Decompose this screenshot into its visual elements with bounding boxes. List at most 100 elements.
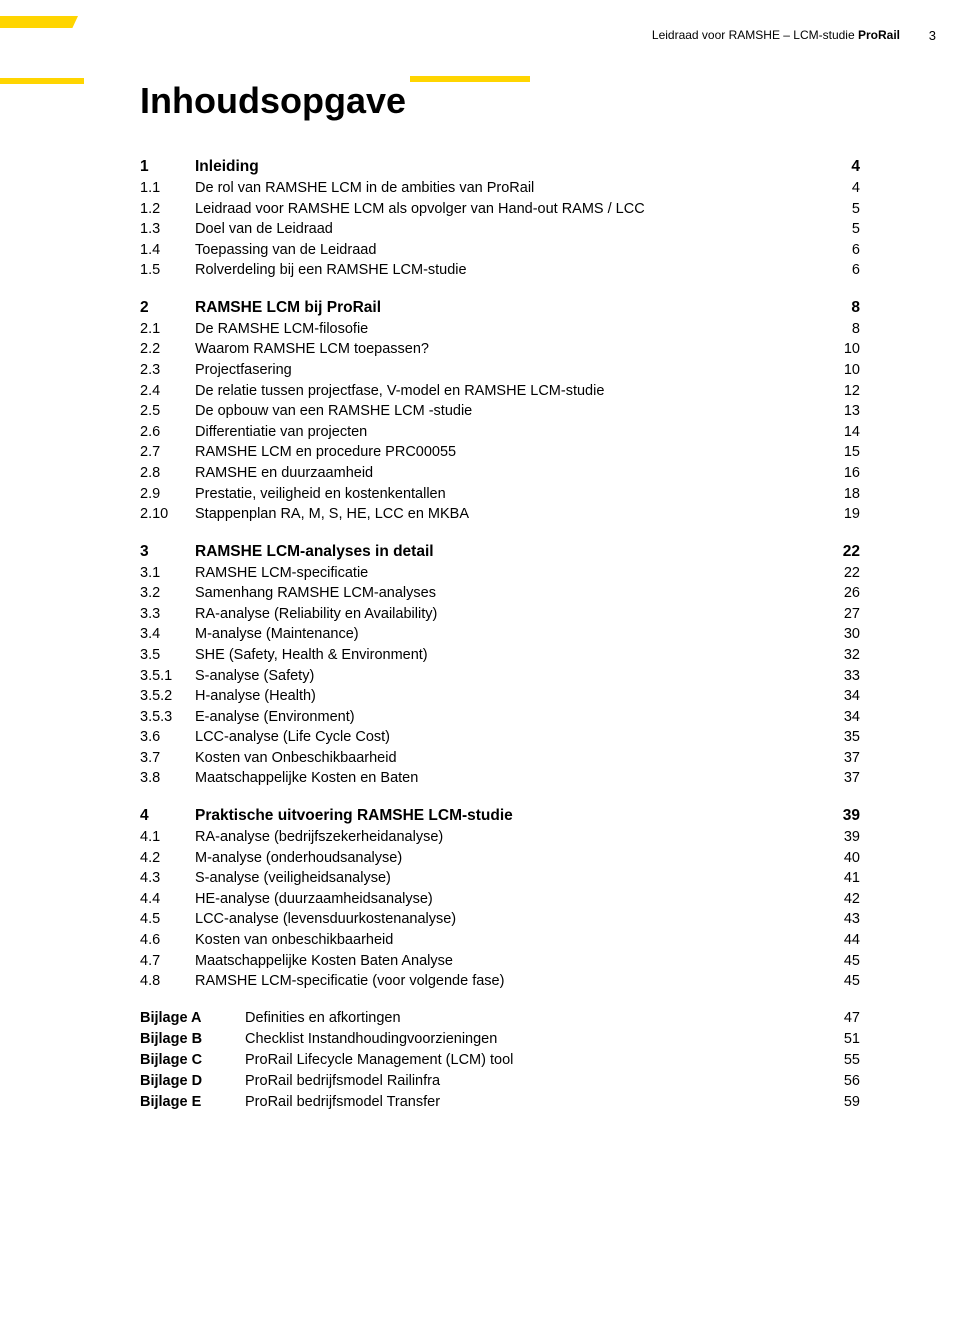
toc-entry[interactable]: 2.9Prestatie, veiligheid en kostenkental… bbox=[140, 484, 860, 505]
toc-page: 4 bbox=[820, 156, 860, 178]
toc-appendix-num: Bijlage E bbox=[140, 1092, 245, 1113]
toc-page: 39 bbox=[820, 805, 860, 827]
toc-entry[interactable]: 4.7Maatschappelijke Kosten Baten Analyse… bbox=[140, 951, 860, 972]
toc-page: 35 bbox=[820, 727, 860, 748]
toc-entry[interactable]: 2.10Stappenplan RA, M, S, HE, LCC en MKB… bbox=[140, 504, 860, 525]
toc-label: Kosten van Onbeschikbaarheid bbox=[195, 748, 820, 769]
toc-label: M-analyse (onderhoudsanalyse) bbox=[195, 848, 820, 869]
toc-entry[interactable]: 2.7RAMSHE LCM en procedure PRC0005515 bbox=[140, 442, 860, 463]
toc-label: S-analyse (veiligheidsanalyse) bbox=[195, 868, 820, 889]
toc-label: RA-analyse (Reliability en Availability) bbox=[195, 604, 820, 625]
toc-entry[interactable]: 2.4De relatie tussen projectfase, V-mode… bbox=[140, 381, 860, 402]
toc-page: 45 bbox=[820, 951, 860, 972]
toc-entry[interactable]: 1.2Leidraad voor RAMSHE LCM als opvolger… bbox=[140, 199, 860, 220]
toc-num: 3.4 bbox=[140, 624, 195, 645]
toc-page: 22 bbox=[820, 541, 860, 563]
toc-page: 37 bbox=[820, 768, 860, 789]
toc-label: RAMSHE LCM-analyses in detail bbox=[195, 541, 820, 563]
toc-num: 3.8 bbox=[140, 768, 195, 789]
toc-num: 2.3 bbox=[140, 360, 195, 381]
toc-page: 5 bbox=[820, 219, 860, 240]
toc-entry[interactable]: 3.4M-analyse (Maintenance)30 bbox=[140, 624, 860, 645]
toc-appendix-entry[interactable]: Bijlage CProRail Lifecycle Management (L… bbox=[140, 1050, 860, 1071]
toc-entry[interactable]: 3.5.1S-analyse (Safety)33 bbox=[140, 666, 860, 687]
toc-label: Differentiatie van projecten bbox=[195, 422, 820, 443]
toc-entry[interactable]: 4.2M-analyse (onderhoudsanalyse)40 bbox=[140, 848, 860, 869]
toc-entry[interactable]: 1.4Toepassing van de Leidraad6 bbox=[140, 240, 860, 261]
toc-appendix-entry[interactable]: Bijlage DProRail bedrijfsmodel Railinfra… bbox=[140, 1071, 860, 1092]
toc-entry[interactable]: 1.1De rol van RAMSHE LCM in de ambities … bbox=[140, 178, 860, 199]
toc-entry[interactable]: 3.5SHE (Safety, Health & Environment)32 bbox=[140, 645, 860, 666]
toc-entry[interactable]: 4.1RA-analyse (bedrijfszekerheidanalyse)… bbox=[140, 827, 860, 848]
toc-label: HE-analyse (duurzaamheidsanalyse) bbox=[195, 889, 820, 910]
toc-entry[interactable]: 3.3RA-analyse (Reliability en Availabili… bbox=[140, 604, 860, 625]
toc-num: 3.5 bbox=[140, 645, 195, 666]
toc-section-heading[interactable]: 2RAMSHE LCM bij ProRail8 bbox=[140, 297, 860, 319]
toc-entry[interactable]: 4.8RAMSHE LCM-specificatie (voor volgend… bbox=[140, 971, 860, 992]
side-accent bbox=[0, 78, 84, 84]
toc-label: Kosten van onbeschikbaarheid bbox=[195, 930, 820, 951]
toc-entry[interactable]: 4.6Kosten van onbeschikbaarheid44 bbox=[140, 930, 860, 951]
toc-section-heading[interactable]: 4Praktische uitvoering RAMSHE LCM-studie… bbox=[140, 805, 860, 827]
toc-label: LCC-analyse (Life Cycle Cost) bbox=[195, 727, 820, 748]
toc-label: Praktische uitvoering RAMSHE LCM-studie bbox=[195, 805, 820, 827]
toc-entry[interactable]: 3.1RAMSHE LCM-specificatie22 bbox=[140, 563, 860, 584]
toc-entry[interactable]: 1.3Doel van de Leidraad5 bbox=[140, 219, 860, 240]
toc-entry[interactable]: 2.6Differentiatie van projecten14 bbox=[140, 422, 860, 443]
document-page: Leidraad voor RAMSHE – LCM-studie ProRai… bbox=[0, 0, 960, 1342]
toc-page: 59 bbox=[820, 1092, 860, 1113]
toc-label: Maatschappelijke Kosten Baten Analyse bbox=[195, 951, 820, 972]
toc-entry[interactable]: 4.3S-analyse (veiligheidsanalyse)41 bbox=[140, 868, 860, 889]
toc-num: 2.6 bbox=[140, 422, 195, 443]
toc-page: 37 bbox=[820, 748, 860, 769]
toc-num: 2.9 bbox=[140, 484, 195, 505]
toc-label: RAMSHE LCM en procedure PRC00055 bbox=[195, 442, 820, 463]
toc-entry[interactable]: 3.2Samenhang RAMSHE LCM-analyses26 bbox=[140, 583, 860, 604]
toc-section-heading[interactable]: 1Inleiding4 bbox=[140, 156, 860, 178]
toc-appendix-label: ProRail bedrijfsmodel Transfer bbox=[245, 1092, 820, 1113]
toc-page: 8 bbox=[820, 319, 860, 340]
toc-entry[interactable]: 3.7Kosten van Onbeschikbaarheid37 bbox=[140, 748, 860, 769]
toc-section: 3RAMSHE LCM-analyses in detail223.1RAMSH… bbox=[140, 541, 860, 789]
toc-entry[interactable]: 3.8Maatschappelijke Kosten en Baten37 bbox=[140, 768, 860, 789]
toc-section-heading[interactable]: 3RAMSHE LCM-analyses in detail22 bbox=[140, 541, 860, 563]
toc-label: De relatie tussen projectfase, V-model e… bbox=[195, 381, 820, 402]
toc-appendix-entry[interactable]: Bijlage EProRail bedrijfsmodel Transfer5… bbox=[140, 1092, 860, 1113]
toc-entry[interactable]: 3.5.3E-analyse (Environment)34 bbox=[140, 707, 860, 728]
toc-entry[interactable]: 2.1De RAMSHE LCM-filosofie8 bbox=[140, 319, 860, 340]
toc-entry[interactable]: 2.5De opbouw van een RAMSHE LCM -studie1… bbox=[140, 401, 860, 422]
toc-num: 1.2 bbox=[140, 199, 195, 220]
toc-entry[interactable]: 2.2Waarom RAMSHE LCM toepassen?10 bbox=[140, 339, 860, 360]
toc-label: Samenhang RAMSHE LCM-analyses bbox=[195, 583, 820, 604]
toc-entry[interactable]: 4.4HE-analyse (duurzaamheidsanalyse)42 bbox=[140, 889, 860, 910]
toc-entry[interactable]: 3.5.2H-analyse (Health)34 bbox=[140, 686, 860, 707]
toc-num: 1.4 bbox=[140, 240, 195, 261]
toc-num: 2.4 bbox=[140, 381, 195, 402]
toc-num: 3.1 bbox=[140, 563, 195, 584]
toc-page: 12 bbox=[820, 381, 860, 402]
toc-appendix-entry[interactable]: Bijlage BChecklist Instandhoudingvoorzie… bbox=[140, 1029, 860, 1050]
toc-appendix-entry[interactable]: Bijlage ADefinities en afkortingen47 bbox=[140, 1008, 860, 1029]
toc-num: 1.3 bbox=[140, 219, 195, 240]
toc-appendix-label: Definities en afkortingen bbox=[245, 1008, 820, 1029]
toc-entry[interactable]: 1.5Rolverdeling bij een RAMSHE LCM-studi… bbox=[140, 260, 860, 281]
toc-entry[interactable]: 4.5LCC-analyse (levensduurkostenanalyse)… bbox=[140, 909, 860, 930]
toc-page: 30 bbox=[820, 624, 860, 645]
toc-entry[interactable]: 2.3Projectfasering10 bbox=[140, 360, 860, 381]
toc-num: 2.2 bbox=[140, 339, 195, 360]
toc-page: 47 bbox=[820, 1008, 860, 1029]
toc-label: De RAMSHE LCM-filosofie bbox=[195, 319, 820, 340]
toc-entry[interactable]: 2.8RAMSHE en duurzaamheid16 bbox=[140, 463, 860, 484]
toc-num: 2.5 bbox=[140, 401, 195, 422]
toc-label: Maatschappelijke Kosten en Baten bbox=[195, 768, 820, 789]
toc-num: 1.1 bbox=[140, 178, 195, 199]
toc-page: 6 bbox=[820, 260, 860, 281]
toc-num: 3.3 bbox=[140, 604, 195, 625]
toc-appendix-num: Bijlage B bbox=[140, 1029, 245, 1050]
toc-entry[interactable]: 3.6LCC-analyse (Life Cycle Cost)35 bbox=[140, 727, 860, 748]
toc-page: 26 bbox=[820, 583, 860, 604]
toc-num: 4.7 bbox=[140, 951, 195, 972]
toc-label: De opbouw van een RAMSHE LCM -studie bbox=[195, 401, 820, 422]
toc-page: 16 bbox=[820, 463, 860, 484]
toc-num: 3.2 bbox=[140, 583, 195, 604]
